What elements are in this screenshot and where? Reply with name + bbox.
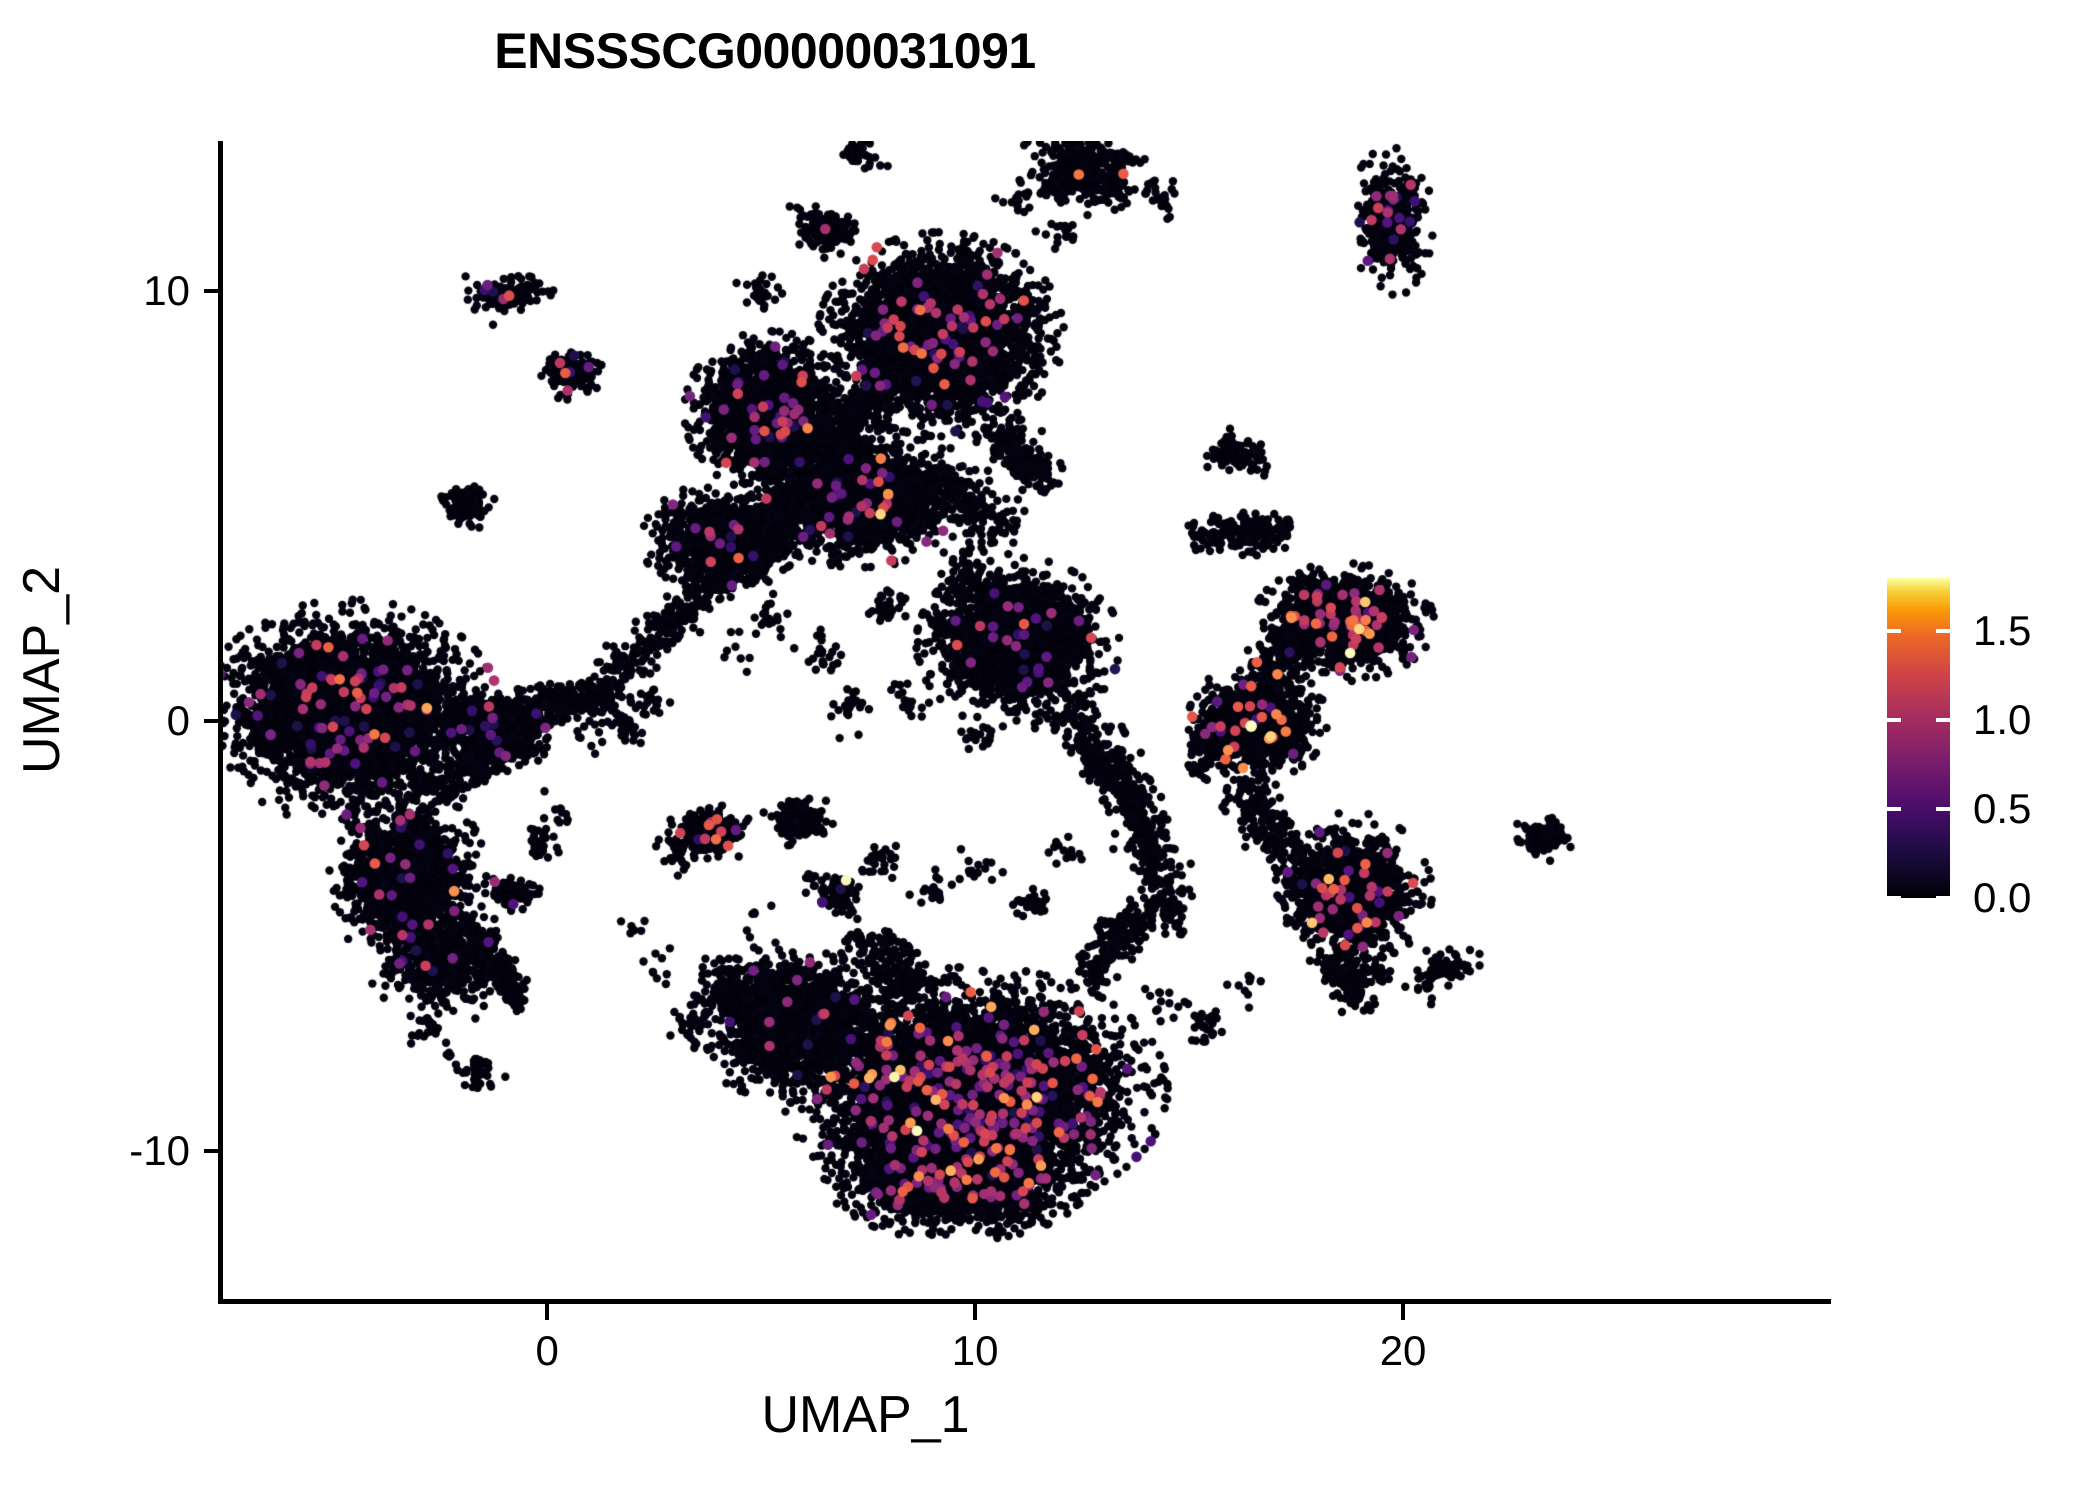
x-tick-label: 20: [1379, 1327, 1427, 1374]
colorbar-tick-mark: [1936, 629, 1950, 634]
y-axis-title: UMAP_2: [13, 565, 71, 775]
scatter-plot-canvas: [222, 141, 1831, 1301]
colorbar-tick-label: 0.0: [1973, 874, 2032, 921]
colorbar-tick-label: 0.5: [1973, 785, 2032, 833]
colorbar-tick-mark: [1936, 718, 1950, 723]
page-title: ENSSSCG00000031091: [0, 22, 2100, 80]
colorbar-tick-mark: [1936, 896, 1950, 900]
x-axis-line: [218, 1299, 1831, 1304]
x-tick-mark: [1401, 1304, 1406, 1320]
scatter-panel: [222, 141, 1831, 1301]
y-tick-label: 0: [166, 697, 190, 744]
y-axis-line: [218, 141, 223, 1304]
x-axis-title-text: UMAP_1: [761, 1386, 970, 1444]
colorbar-tick-label: 1.0: [1973, 696, 2032, 744]
x-axis-title: UMAP_1: [0, 1385, 1831, 1445]
x-tick-mark: [545, 1304, 550, 1320]
colorbar-tick-mark: [1887, 896, 1901, 900]
plot-title-text: ENSSSCG00000031091: [494, 23, 1036, 79]
x-tick-mark: [973, 1304, 978, 1320]
colorbar-tick-mark: [1936, 807, 1950, 812]
colorbar-tick-mark: [1887, 807, 1901, 812]
x-tick-label: 10: [951, 1327, 999, 1374]
colorbar-tick-mark: [1887, 629, 1901, 634]
colorbar-tick-label: 1.5: [1973, 607, 2032, 655]
y-tick-label: -10: [129, 1126, 190, 1174]
colorbar-legend: 1.5 1.0 0.5 0.0: [1887, 578, 2031, 919]
y-tick-mark: [204, 289, 220, 294]
y-tick-mark: [204, 719, 220, 723]
colorbar-tick-mark: [1887, 718, 1901, 723]
y-tick-label: 10: [143, 267, 190, 315]
x-tick-label: 0: [535, 1327, 559, 1374]
colorbar-gradient: [1887, 578, 1950, 898]
y-tick-mark: [204, 1148, 220, 1153]
